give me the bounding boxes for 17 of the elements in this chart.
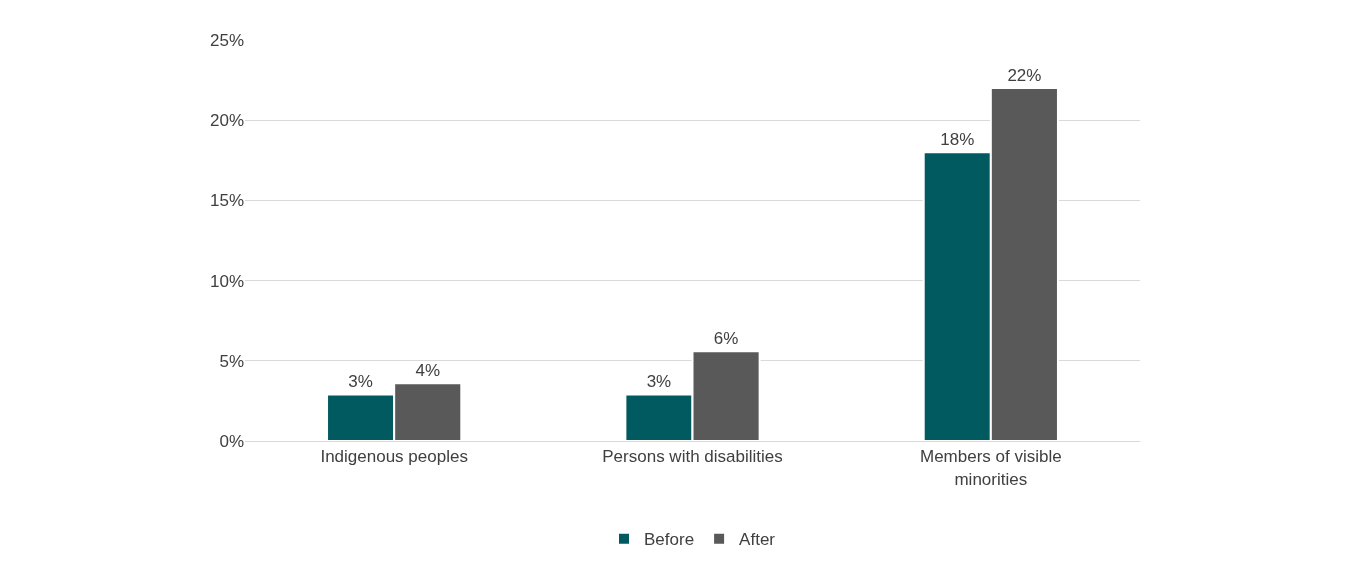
y-tick-label: 25% — [209, 30, 244, 50]
data-label: 18% — [940, 130, 975, 150]
x-tick-label: Indigenous peoples — [320, 447, 468, 467]
data-label: 22% — [1007, 66, 1042, 86]
y-tick-label: 5% — [219, 351, 244, 371]
y-tick-label: 15% — [209, 191, 244, 211]
y-tick-label: 0% — [219, 431, 244, 451]
data-label: 6% — [713, 329, 739, 349]
data-label: 4% — [415, 361, 441, 381]
legend-label: Before — [644, 530, 695, 550]
y-tick-label: 20% — [209, 111, 244, 131]
x-tick-label: Persons with disabilities — [602, 447, 783, 467]
x-tick-label: Members of visible minorities — [919, 447, 1062, 489]
y-tick-label: 10% — [209, 271, 244, 291]
data-label: 3% — [348, 372, 373, 392]
data-label: 3% — [646, 372, 672, 392]
legend-label: After — [739, 530, 776, 550]
